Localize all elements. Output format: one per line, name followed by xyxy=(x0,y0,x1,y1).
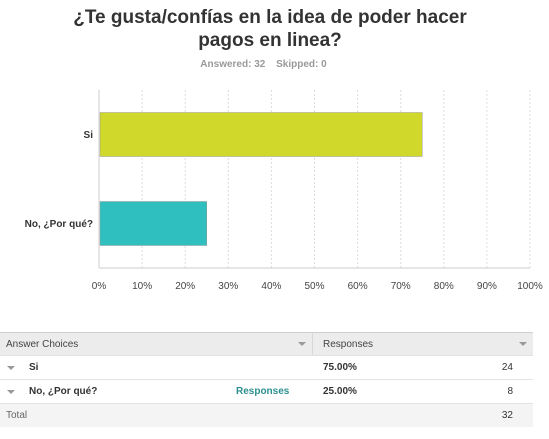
x-tick-label: 30% xyxy=(218,281,238,292)
response-percent: 75.00% xyxy=(323,362,357,373)
skipped-count: Skipped: 0 xyxy=(276,59,327,70)
x-tick-label: 100% xyxy=(517,281,543,292)
answer-choices-label: Answer Choices xyxy=(6,338,79,350)
bar xyxy=(99,201,207,246)
title-line-2: pagos en linea? xyxy=(198,30,342,51)
total-value: 32 xyxy=(501,410,513,421)
choice-label: Si xyxy=(29,362,39,373)
x-tick-label: 40% xyxy=(261,281,281,292)
question-title: ¿Te gusta/confías en la idea de poder ha… xyxy=(0,6,540,52)
expand-arrow-icon[interactable] xyxy=(7,365,15,370)
total-label: Total xyxy=(6,410,28,421)
table-row: No, ¿Por qué? Responses 25.00% 8 xyxy=(0,380,533,404)
expand-arrow-icon[interactable] xyxy=(7,389,15,394)
sort-arrow-icon[interactable] xyxy=(519,342,527,346)
table-total-row: Total 32 xyxy=(0,404,533,427)
answer-table: Answer Choices Responses Si 75.00% 24 No… xyxy=(0,332,533,427)
sort-arrow-icon[interactable] xyxy=(298,342,306,346)
responses-label: Responses xyxy=(323,338,374,350)
table-header-row: Answer Choices Responses xyxy=(0,332,533,356)
responses-link[interactable]: Responses xyxy=(236,386,290,397)
bar xyxy=(99,112,423,157)
x-tick-label: 10% xyxy=(132,281,152,292)
choice-label: No, ¿Por qué? xyxy=(29,386,98,397)
x-tick-label: 0% xyxy=(92,281,107,292)
response-count: 24 xyxy=(501,362,513,373)
response-meta: Answered: 32 Skipped: 0 xyxy=(0,59,527,70)
x-tick-label: 80% xyxy=(434,281,454,292)
table-row: Si 75.00% 24 xyxy=(0,356,533,380)
response-count: 8 xyxy=(507,386,513,397)
response-percent: 25.00% xyxy=(323,386,357,397)
category-label: No, ¿Por qué? xyxy=(25,219,93,230)
bar-chart: 0% 10% 20% 30% 40% 50% 60% 70% 80% 90% 100% Si No, ¿… xyxy=(25,90,543,292)
answered-count: Answered: 32 xyxy=(200,59,266,70)
answer-choices-header[interactable]: Answer Choices xyxy=(0,333,313,355)
title-line-1: ¿Te gusta/confías en la idea de poder ha… xyxy=(73,7,467,28)
x-tick-label: 70% xyxy=(391,281,411,292)
responses-header[interactable]: Responses xyxy=(313,333,533,355)
x-tick-label: 60% xyxy=(348,281,368,292)
x-tick-label: 90% xyxy=(477,281,497,292)
x-tick-label: 20% xyxy=(175,281,195,292)
x-tick-label: 50% xyxy=(304,281,324,292)
category-label: Si xyxy=(84,130,94,141)
